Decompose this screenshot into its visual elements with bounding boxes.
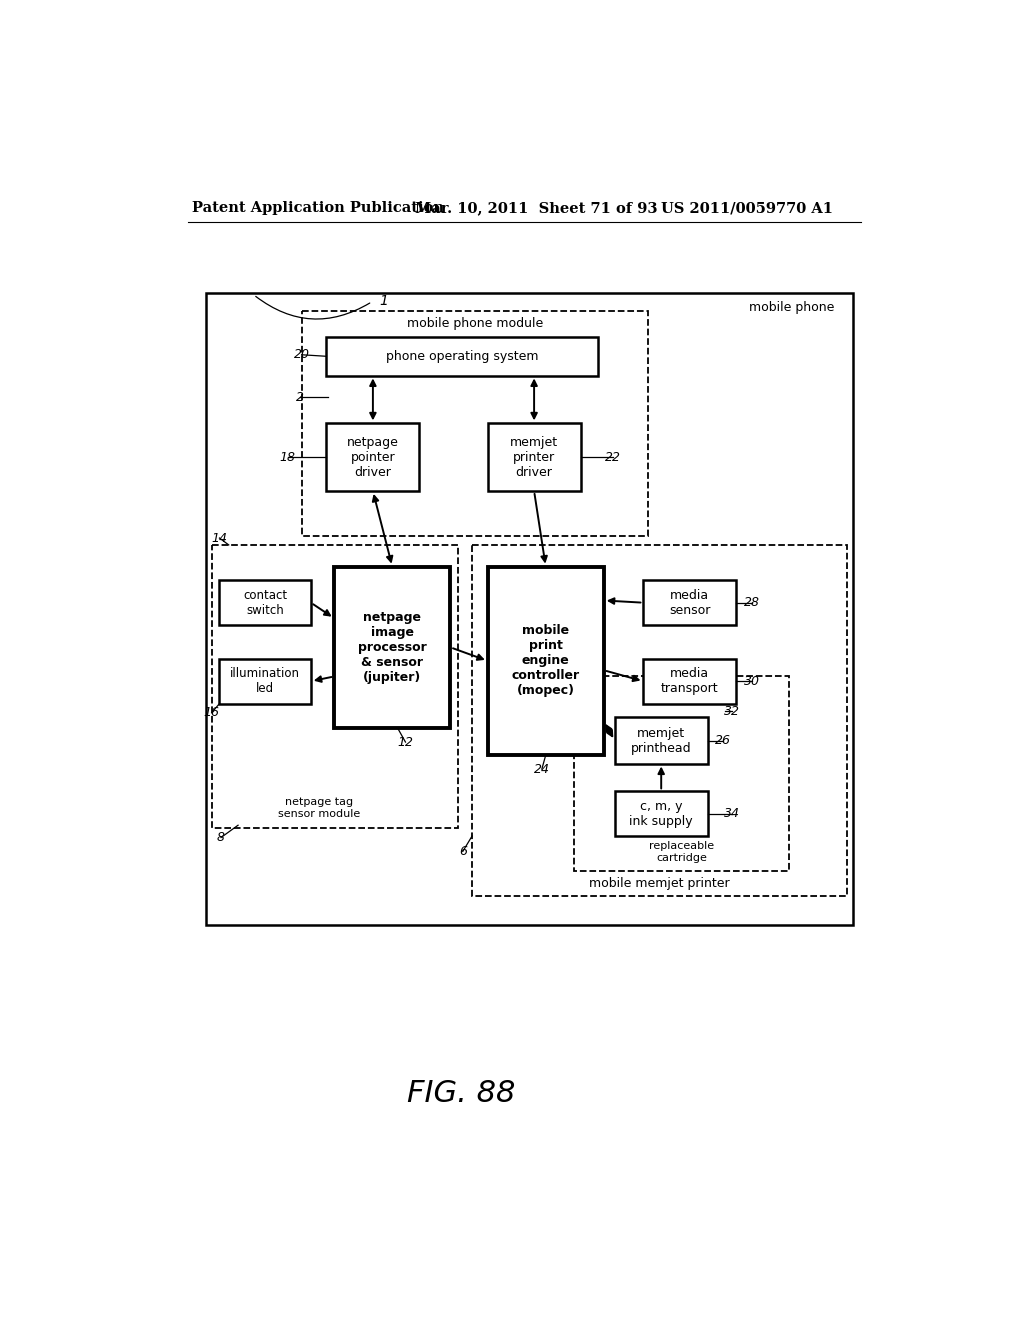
Text: phone operating system: phone operating system bbox=[386, 350, 539, 363]
Text: 8: 8 bbox=[217, 832, 225, 843]
Text: 22: 22 bbox=[605, 450, 622, 463]
Text: 14: 14 bbox=[211, 532, 227, 545]
Text: 32: 32 bbox=[724, 705, 739, 718]
Text: 34: 34 bbox=[724, 807, 739, 820]
Bar bbox=[219, 581, 311, 626]
Text: 30: 30 bbox=[743, 675, 760, 688]
Text: US 2011/0059770 A1: US 2011/0059770 A1 bbox=[662, 202, 834, 215]
Text: netpage tag
sensor module: netpage tag sensor module bbox=[279, 797, 360, 820]
Text: netpage
pointer
driver: netpage pointer driver bbox=[347, 436, 398, 479]
Bar bbox=[614, 718, 708, 763]
Text: netpage
image
processor
& sensor
(jupiter): netpage image processor & sensor (jupite… bbox=[358, 611, 427, 684]
Text: replaceable
cartridge: replaceable cartridge bbox=[649, 841, 714, 863]
Text: 12: 12 bbox=[397, 735, 414, 748]
Bar bbox=[643, 581, 736, 626]
Text: mobile phone: mobile phone bbox=[750, 301, 835, 314]
Text: memjet
printhead: memjet printhead bbox=[631, 726, 691, 755]
Text: media
sensor: media sensor bbox=[670, 589, 711, 616]
Text: 20: 20 bbox=[294, 348, 309, 362]
Bar bbox=[327, 424, 420, 491]
Text: 16: 16 bbox=[204, 706, 220, 719]
Bar bbox=[212, 545, 458, 829]
Text: 26: 26 bbox=[715, 734, 731, 747]
Text: mobile memjet printer: mobile memjet printer bbox=[590, 878, 730, 890]
Bar bbox=[573, 676, 790, 871]
Bar bbox=[327, 337, 598, 376]
Bar bbox=[614, 792, 708, 836]
Bar bbox=[219, 659, 311, 704]
Text: 18: 18 bbox=[280, 450, 296, 463]
Text: 6: 6 bbox=[459, 845, 467, 858]
Bar bbox=[487, 424, 581, 491]
Text: 1: 1 bbox=[379, 294, 388, 308]
Text: c, m, y
ink supply: c, m, y ink supply bbox=[630, 800, 693, 828]
Text: mobile
print
engine
controller
(mopec): mobile print engine controller (mopec) bbox=[512, 624, 580, 697]
Text: Patent Application Publication: Patent Application Publication bbox=[191, 202, 443, 215]
Text: contact
switch: contact switch bbox=[243, 589, 288, 616]
Text: illumination
led: illumination led bbox=[230, 667, 300, 696]
Text: memjet
printer
driver: memjet printer driver bbox=[510, 436, 558, 479]
Bar bbox=[472, 545, 847, 896]
Text: 2: 2 bbox=[296, 391, 304, 404]
Bar bbox=[643, 659, 736, 704]
Text: mobile phone module: mobile phone module bbox=[407, 317, 543, 330]
Bar bbox=[334, 566, 451, 729]
Text: Mar. 10, 2011  Sheet 71 of 93: Mar. 10, 2011 Sheet 71 of 93 bbox=[415, 202, 657, 215]
Text: media
transport: media transport bbox=[662, 667, 719, 696]
Bar bbox=[206, 293, 853, 924]
Text: FIG. 88: FIG. 88 bbox=[408, 1080, 515, 1109]
Text: 24: 24 bbox=[534, 763, 550, 776]
Bar bbox=[487, 566, 604, 755]
Bar bbox=[302, 312, 648, 536]
Text: 28: 28 bbox=[743, 597, 760, 610]
